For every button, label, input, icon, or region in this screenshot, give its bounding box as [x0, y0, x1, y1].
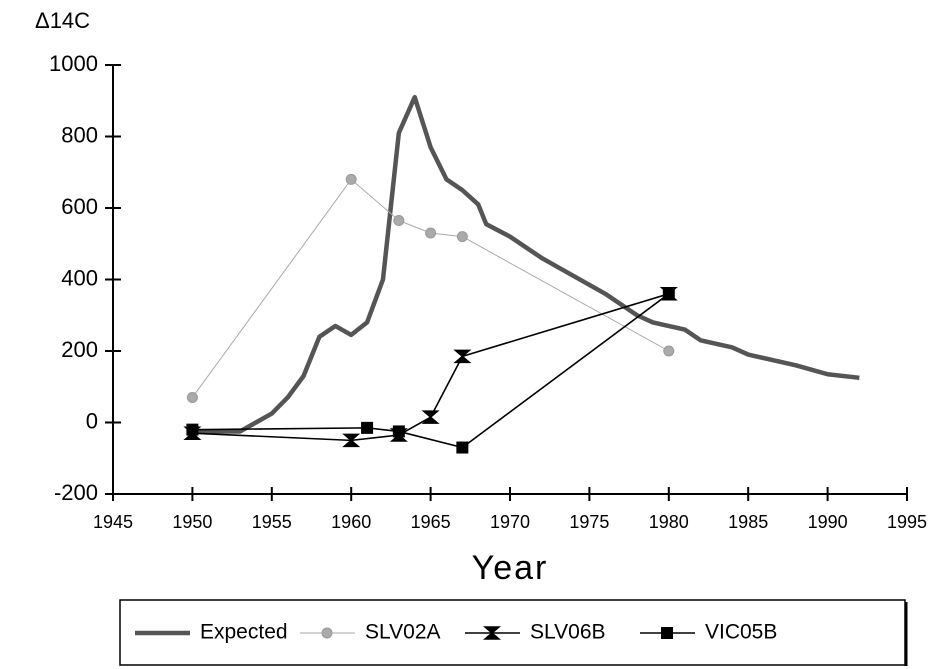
- y-tick-label: 0: [86, 408, 98, 433]
- x-tick-label: 1975: [569, 512, 609, 532]
- legend-marker: [482, 626, 502, 640]
- y-tick-label: 200: [61, 337, 98, 362]
- point: [453, 349, 472, 364]
- y-tick-label: 800: [61, 122, 98, 147]
- x-tick-label: 1945: [93, 512, 133, 532]
- legend-marker: [321, 627, 333, 639]
- y-tick-label: -200: [54, 480, 98, 505]
- point: [186, 423, 199, 436]
- x-tick-label: 1965: [411, 512, 451, 532]
- point: [345, 173, 357, 185]
- point: [393, 215, 405, 227]
- y-axis-title: Δ14C: [35, 8, 90, 33]
- x-tick-label: 1980: [649, 512, 689, 532]
- point: [663, 345, 675, 357]
- y-tick-label: 400: [61, 265, 98, 290]
- x-tick-label: 1985: [728, 512, 768, 532]
- point: [662, 287, 675, 300]
- y-tick-label: 600: [61, 194, 98, 219]
- legend-label: SLV02A: [365, 621, 441, 644]
- point: [392, 425, 405, 438]
- series-line: [192, 94, 860, 434]
- x-tick-label: 1970: [490, 512, 530, 532]
- x-tick-label: 1950: [172, 512, 212, 532]
- legend-label: VIC05B: [705, 621, 777, 644]
- point: [456, 441, 469, 454]
- series-line: [191, 178, 670, 398]
- x-axis-title: Year: [472, 549, 549, 587]
- x-tick-label: 1995: [887, 512, 927, 532]
- series-line: [192, 293, 670, 442]
- x-tick-label: 1990: [808, 512, 848, 532]
- point: [361, 421, 374, 434]
- point: [456, 231, 468, 243]
- x-tick-label: 1960: [331, 512, 371, 532]
- point: [421, 410, 440, 424]
- series-line: [192, 293, 670, 449]
- legend-label: Expected: [200, 621, 288, 644]
- legend-label: SLV06B: [530, 621, 606, 644]
- point: [342, 433, 361, 448]
- point: [425, 227, 437, 239]
- point: [186, 391, 198, 403]
- y-tick-label: 1000: [49, 51, 98, 76]
- legend-marker: [661, 627, 673, 639]
- x-tick-label: 1955: [252, 512, 292, 532]
